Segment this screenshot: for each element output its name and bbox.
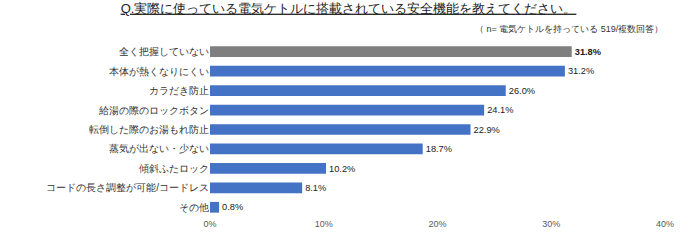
svg-text:26.0%: 26.0%: [509, 86, 535, 96]
svg-text:10%: 10%: [315, 219, 333, 229]
svg-text:本体が熱くなりにくい: 本体が熱くなりにくい: [109, 66, 209, 77]
svg-text:31.8%: 31.8%: [575, 47, 601, 57]
svg-text:18.7%: 18.7%: [426, 144, 452, 154]
svg-text:31.2%: 31.2%: [568, 66, 594, 76]
svg-text:（ n= 電気ケトルを持っている 519/複数回答）: （ n= 電気ケトルを持っている 519/複数回答）: [475, 24, 663, 34]
svg-text:0%: 0%: [203, 219, 216, 229]
svg-text:0.8%: 0.8%: [222, 202, 243, 212]
svg-text:20%: 20%: [428, 219, 446, 229]
svg-text:Q.実際に使っている電気ケトルに搭載されている安全機能を教え: Q.実際に使っている電気ケトルに搭載されている安全機能を教えてください。: [121, 1, 577, 16]
svg-text:転倒した際のお湯もれ防止: 転倒した際のお湯もれ防止: [89, 124, 209, 135]
svg-text:蒸気が出ない・少ない: 蒸気が出ない・少ない: [109, 143, 209, 154]
svg-text:40%: 40%: [656, 219, 674, 229]
svg-text:22.9%: 22.9%: [474, 125, 500, 135]
svg-text:カラだき防止: カラだき防止: [149, 85, 209, 96]
svg-text:その他: その他: [179, 202, 209, 213]
svg-text:24.1%: 24.1%: [487, 105, 513, 115]
svg-text:全く把握していない: 全く把握していない: [119, 46, 209, 57]
svg-text:8.1%: 8.1%: [305, 183, 326, 193]
svg-text:給湯の際のロックボタン: 給湯の際のロックボタン: [98, 105, 209, 116]
svg-text:コードの長さ調整が可能/コードレス: コードの長さ調整が可能/コードレス: [46, 182, 209, 193]
svg-text:10.2%: 10.2%: [329, 164, 355, 174]
svg-text:30%: 30%: [542, 219, 560, 229]
svg-text:傾斜ふたロック: 傾斜ふたロック: [139, 163, 209, 174]
